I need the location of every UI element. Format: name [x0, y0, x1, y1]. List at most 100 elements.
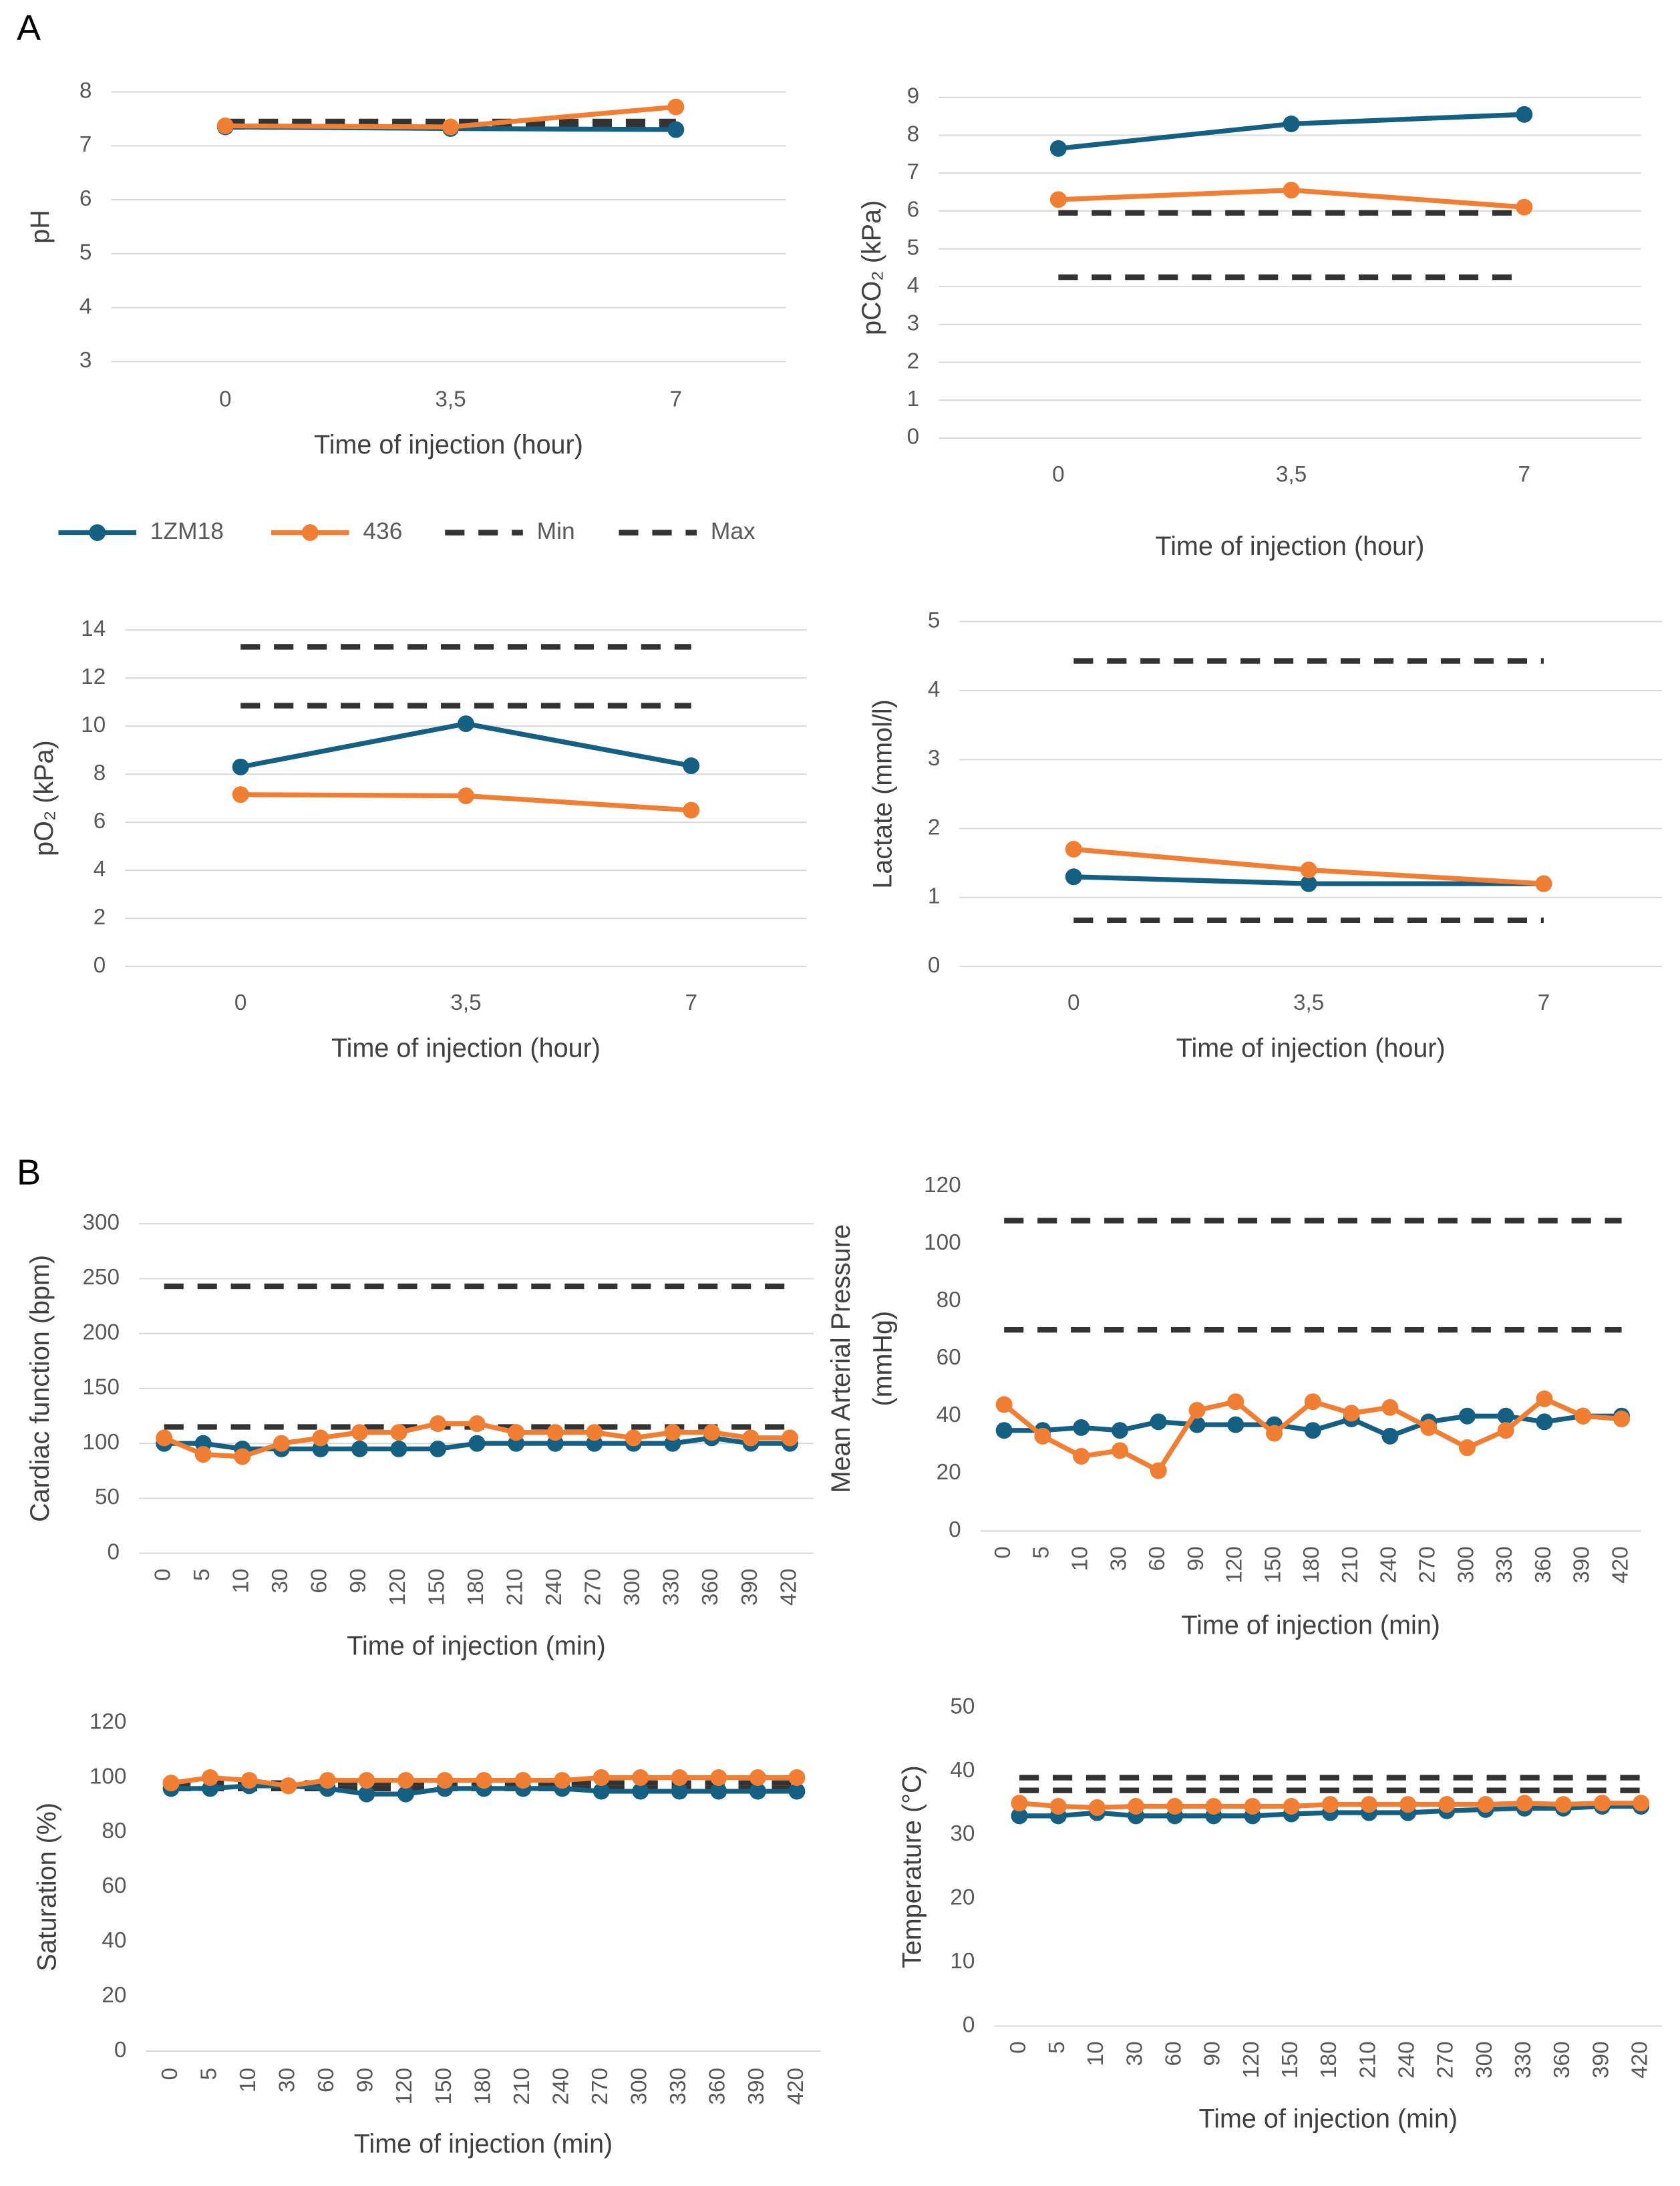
marker	[202, 1769, 219, 1787]
marker	[1516, 198, 1533, 216]
marker	[194, 1446, 212, 1463]
x-axis-title: Time of injection (min)	[354, 2129, 613, 2159]
y-tick-label: 5	[907, 235, 920, 260]
marker	[1049, 1798, 1067, 1815]
marker	[1283, 1798, 1300, 1815]
marker	[240, 1772, 258, 1789]
marker	[1073, 1447, 1090, 1465]
marker	[1516, 106, 1533, 123]
x-tick-label: 210	[1355, 2041, 1380, 2078]
y-tick-label: 0	[108, 1539, 120, 1564]
marker	[703, 1424, 720, 1441]
x-tick-label: 240	[542, 1569, 566, 1606]
x-axis-title: Time of injection (hour)	[331, 1033, 601, 1063]
marker	[667, 98, 685, 116]
marker	[457, 787, 474, 805]
y-tick-label: 200	[82, 1320, 120, 1344]
y-tick-label: 7	[907, 160, 920, 184]
marker	[593, 1783, 610, 1800]
x-tick-label: 270	[581, 1569, 606, 1606]
y-tick-label: 40	[102, 1928, 126, 1953]
x-tick-label: 420	[776, 1569, 801, 1606]
y-tick-label: 100	[90, 1764, 127, 1789]
marker	[232, 786, 249, 803]
marker	[586, 1424, 603, 1441]
marker	[1065, 868, 1082, 886]
marker	[749, 1769, 766, 1787]
marker	[1381, 1399, 1399, 1416]
x-tick-label: 180	[464, 1569, 488, 1606]
x-tick-label: 240	[1395, 2041, 1419, 2078]
y-axis-title: pO₂ (kPa)	[29, 740, 59, 856]
marker	[319, 1772, 336, 1789]
y-tick-label: 6	[79, 186, 92, 211]
marker	[683, 757, 700, 775]
marker	[390, 1440, 407, 1457]
marker	[397, 1772, 414, 1789]
marker	[788, 1769, 806, 1787]
marker	[632, 1769, 649, 1787]
marker	[1283, 182, 1300, 199]
marker	[468, 1435, 486, 1452]
x-tick-label: 420	[1608, 1546, 1633, 1584]
marker	[1497, 1407, 1514, 1425]
x-tick-label: 330	[659, 1569, 684, 1606]
marker	[1011, 1807, 1028, 1825]
y-axis-title: pCO₂ (kPa)	[857, 200, 886, 335]
marker	[508, 1424, 525, 1441]
x-tick-label: 10	[236, 2068, 261, 2092]
marker	[1300, 861, 1317, 878]
marker	[442, 118, 460, 136]
marker	[1088, 1799, 1106, 1816]
y-tick-label: 0	[907, 425, 920, 449]
y-tick-label: 9	[907, 84, 920, 109]
x-tick-label: 390	[737, 1569, 762, 1606]
marker	[683, 801, 700, 819]
y-tick-label: 20	[102, 1983, 126, 2008]
marker	[1049, 191, 1067, 208]
y-tick-label: 0	[963, 2012, 975, 2037]
marker	[1554, 1796, 1572, 1813]
x-tick-label: 7	[1538, 990, 1550, 1015]
marker	[1458, 1407, 1476, 1425]
marker	[1304, 1422, 1321, 1439]
x-tick-label: 30	[1122, 2041, 1147, 2066]
x-tick-label: 240	[548, 2068, 573, 2105]
x-tick-label: 390	[1588, 2041, 1613, 2078]
marker	[554, 1772, 571, 1789]
marker	[1283, 116, 1300, 132]
y-tick-label: 50	[950, 1694, 975, 1719]
x-tick-label: 30	[275, 2068, 300, 2092]
x-tick-label: 270	[588, 2068, 613, 2105]
marker	[742, 1429, 760, 1447]
marker	[710, 1783, 727, 1800]
marker	[625, 1429, 642, 1447]
x-axis-title: Time of injection (hour)	[1156, 532, 1425, 561]
marker	[351, 1424, 368, 1441]
y-tick-label: 8	[94, 761, 106, 785]
x-tick-label: 360	[698, 1569, 723, 1606]
marker	[667, 121, 685, 138]
x-tick-label: 360	[1550, 2041, 1574, 2078]
x-axis-title: Time of injection (min)	[347, 1632, 606, 1661]
y-tick-label: 6	[907, 198, 920, 222]
y-tick-label: 8	[907, 122, 920, 146]
marker	[1244, 1798, 1261, 1815]
marker	[788, 1783, 806, 1800]
marker	[397, 1785, 414, 1803]
x-tick-label: 0	[1067, 990, 1080, 1015]
x-tick-label: 10	[229, 1569, 254, 1594]
legend-label: 1ZM18	[150, 518, 224, 544]
y-axis-title: pH	[25, 210, 55, 244]
marker	[1128, 1798, 1145, 1815]
y-tick-label: 5	[79, 240, 92, 265]
marker	[514, 1772, 532, 1789]
x-tick-label: 5	[1045, 2041, 1069, 2054]
y-tick-label: 7	[79, 132, 92, 157]
y-axis-title: Temperature (°C)	[897, 1765, 927, 1968]
x-tick-label: 150	[1278, 2041, 1303, 2078]
marker	[1497, 1422, 1514, 1439]
x-tick-label: 150	[424, 1569, 449, 1606]
x-tick-label: 120	[1239, 2041, 1264, 2078]
marker	[1458, 1439, 1476, 1457]
